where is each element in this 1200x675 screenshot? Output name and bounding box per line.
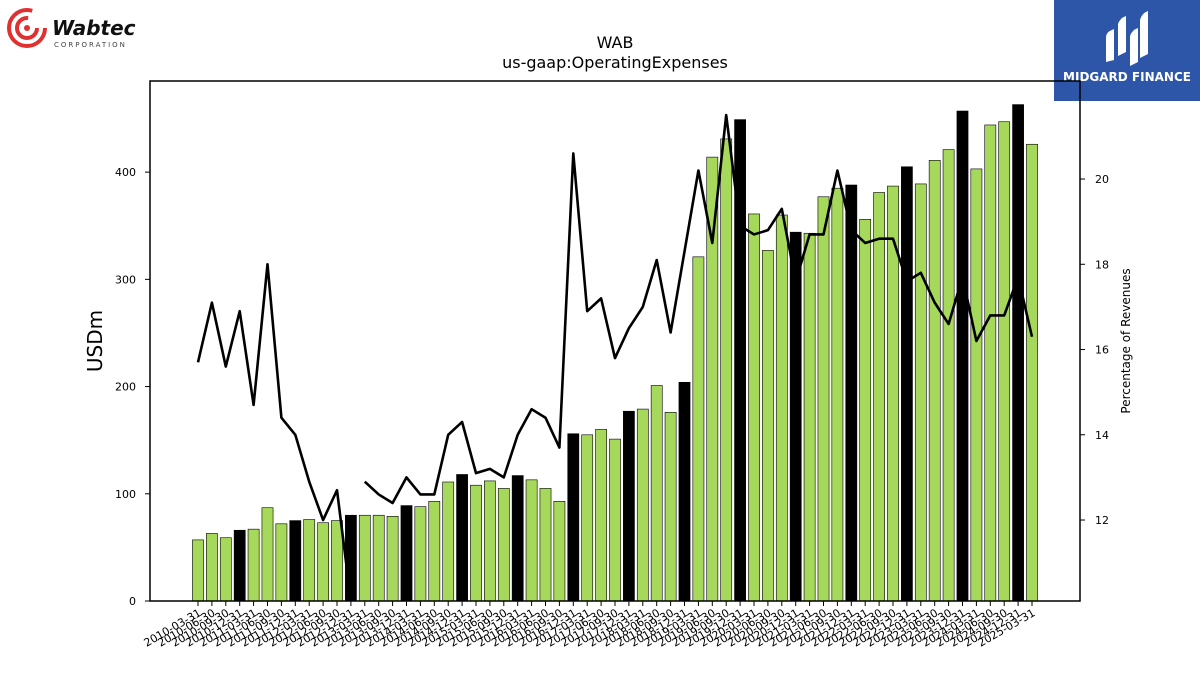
bar-2016-12-31 — [567, 433, 580, 602]
bar-2015-06-30 — [484, 480, 496, 602]
bar-2010-06-30 — [206, 533, 218, 602]
bar-2021-03-31 — [803, 232, 816, 602]
wabtec-logo: Wabtec CORPORATION — [6, 6, 146, 52]
bars-layer — [192, 104, 1038, 602]
bar-2012-06-30 — [317, 522, 329, 602]
bar-2015-12-31 — [511, 475, 524, 602]
bar-2013-03-31 — [358, 514, 371, 602]
bar-2014-09-30 — [442, 481, 455, 602]
y-tick-label: 400 — [115, 166, 136, 179]
bar-2010-12-31 — [233, 529, 246, 602]
bar-2015-03-31 — [470, 484, 482, 602]
wabtec-logo-subtext: CORPORATION — [54, 41, 127, 49]
bar-2024-03-31 — [970, 168, 983, 602]
bar-2018-12-31 — [678, 381, 691, 602]
bar-2013-06-30 — [372, 514, 385, 602]
bar-2021-06-30 — [817, 196, 830, 602]
midgard-emblem-icon — [1106, 11, 1148, 66]
y2-axis-label: Percentage of Revenues — [1119, 268, 1133, 413]
x-axis: 2010-03-312010-06-302010-09-302010-12-31… — [142, 601, 1038, 650]
bar-2012-09-30 — [331, 520, 343, 602]
bar-2016-03-31 — [525, 479, 538, 602]
bar-2017-03-31 — [581, 434, 594, 602]
bar-2023-06-30 — [928, 160, 941, 602]
y2-tick-label: 12 — [1095, 514, 1109, 527]
bar-2012-12-31 — [345, 514, 357, 602]
bar-2020-03-31 — [748, 213, 760, 602]
bar-2023-03-31 — [914, 183, 927, 602]
bar-2019-03-31 — [692, 256, 705, 602]
chart-title: WAB — [597, 33, 634, 52]
y-tick-label: 300 — [115, 273, 136, 286]
bar-2020-09-30 — [775, 214, 788, 602]
y2-tick-label: 20 — [1095, 173, 1109, 186]
bar-2017-06-30 — [595, 429, 607, 602]
line-layer — [196, 113, 1034, 602]
bar-2016-09-30 — [553, 500, 566, 602]
right-axis: 12 14 16 18 20 — [1080, 173, 1109, 527]
bar-2015-09-30 — [497, 488, 510, 602]
bar-2013-12-31 — [400, 505, 413, 602]
bar-2025-03-31 — [1026, 143, 1038, 602]
bar-2011-09-30 — [275, 523, 288, 602]
y2-tick-label: 14 — [1095, 429, 1109, 442]
bar-2022-06-30 — [873, 192, 885, 602]
y2-tick-label: 16 — [1095, 344, 1109, 357]
bar-2019-09-30 — [720, 138, 733, 602]
wabtec-logo-text: Wabtec — [52, 16, 136, 40]
bar-2010-03-31 — [192, 539, 204, 602]
bar-2014-03-31 — [414, 506, 427, 602]
bar-2021-12-31 — [845, 184, 858, 602]
bar-2012-03-31 — [303, 519, 316, 602]
bar-2023-09-30 — [942, 149, 955, 602]
bar-2022-12-31 — [901, 166, 913, 602]
bar-2020-12-31 — [789, 231, 802, 602]
bar-2021-09-30 — [831, 187, 844, 602]
bar-2011-12-31 — [289, 520, 302, 602]
y-tick-label: 200 — [115, 381, 136, 394]
percentage-line — [196, 113, 1034, 602]
bar-2011-03-31 — [247, 528, 260, 602]
bar-2010-09-30 — [219, 537, 232, 602]
chart-subtitle: us-gaap:OperatingExpenses — [502, 53, 728, 72]
bar-2017-12-31 — [623, 410, 635, 602]
left-axis: 0 100 200 300 400 — [115, 166, 150, 608]
y-axis-label: USDm — [83, 310, 107, 372]
bar-2022-03-31 — [859, 219, 872, 602]
bar-2020-06-30 — [762, 250, 774, 602]
y-tick-label: 100 — [115, 488, 136, 501]
midgard-finance-logo: MIDGARD FINANCE — [1054, 0, 1200, 101]
bar-2018-03-31 — [636, 408, 649, 602]
bar-2024-06-30 — [984, 124, 997, 602]
wabtec-emblem-icon — [7, 8, 47, 48]
bar-2018-06-30 — [650, 385, 663, 602]
bar-2014-12-31 — [456, 474, 468, 602]
bar-2016-06-30 — [539, 488, 552, 602]
midgard-logo-text: MIDGARD FINANCE — [1063, 70, 1191, 84]
bar-2011-06-30 — [261, 507, 274, 602]
y2-tick-label: 18 — [1095, 258, 1109, 271]
bar-2014-06-30 — [428, 500, 441, 602]
bar-2018-09-30 — [664, 411, 677, 602]
bar-2024-09-30 — [998, 121, 1011, 602]
bar-2013-09-30 — [386, 515, 399, 602]
bar-2024-12-31 — [1012, 104, 1024, 602]
bar-2023-12-31 — [956, 110, 969, 602]
bar-2017-09-30 — [609, 438, 621, 602]
y-tick-label: 0 — [129, 595, 136, 608]
